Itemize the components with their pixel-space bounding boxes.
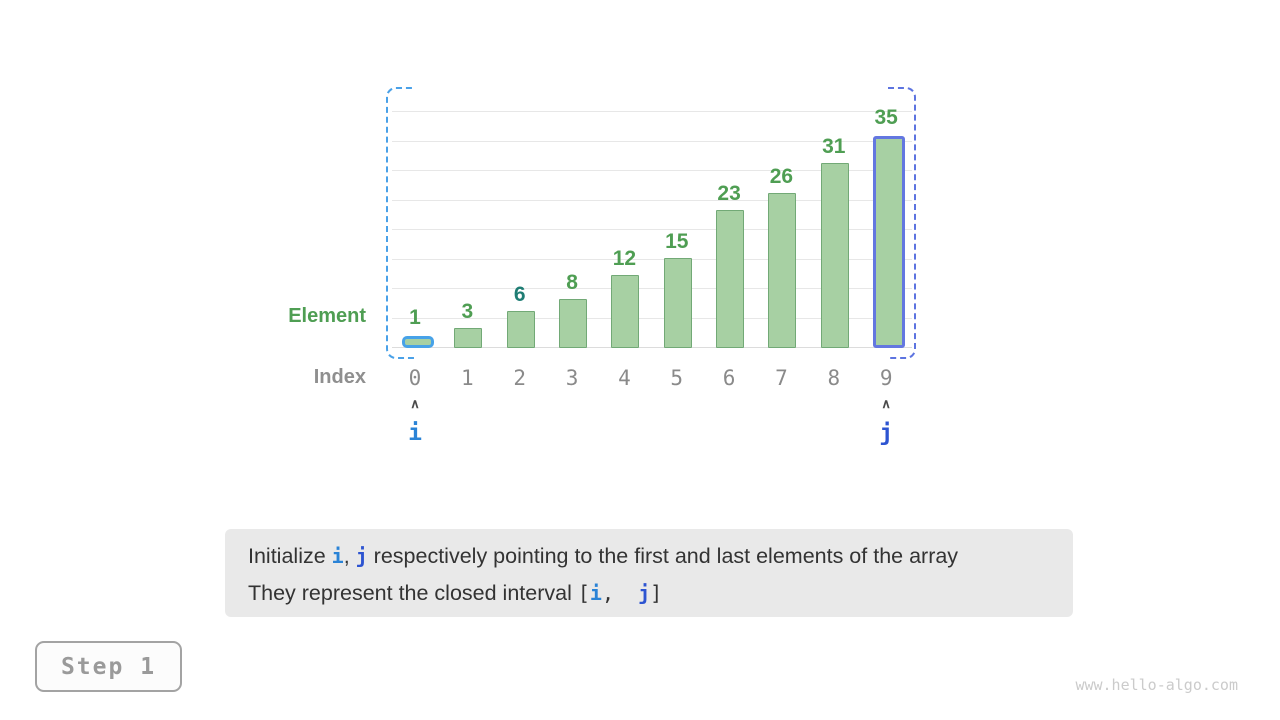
caption-text: respectively pointing to the first and l… [367, 544, 959, 568]
bar-value-label: 3 [461, 300, 474, 324]
caption-text: Initialize [248, 544, 332, 568]
bar-index-6 [716, 210, 745, 348]
index-label-3: 3 [565, 366, 579, 390]
bar-chart: 1 3 6 8 12 15 23 26 31 35 [390, 90, 914, 348]
caption-line-1: Initialize i, j respectively pointing to… [248, 538, 1073, 575]
bar-value-label: 8 [566, 270, 578, 294]
index-label-7: 7 [775, 366, 788, 390]
y-axis-label: Element [288, 305, 366, 327]
bar-value-label: 15 [665, 229, 689, 253]
bar-index-4 [611, 275, 640, 348]
bar-value-label: 6 [513, 282, 526, 306]
watermark: www.hello-algo.com [1075, 676, 1238, 694]
caption-text: They represent the closed interval [248, 581, 578, 605]
gridline [392, 288, 912, 289]
bar-index-1 [454, 328, 483, 348]
gridline [392, 347, 912, 348]
pointer-j-label: j [879, 420, 894, 446]
bar-index-5 [663, 257, 692, 348]
inline-code-i: i [589, 581, 602, 605]
bar-value-label: 12 [612, 247, 637, 271]
caption-line-2: They represent the closed interval [i, j… [248, 575, 1073, 612]
gridline [392, 111, 912, 112]
caption-box: Initialize i, j respectively pointing to… [225, 529, 1073, 617]
index-label-2: 2 [513, 366, 527, 390]
bar-value-label: 1 [409, 306, 421, 330]
step-badge-label: Step 1 [60, 653, 157, 680]
interval-bracket-right [888, 87, 916, 359]
gridline [392, 317, 912, 319]
inline-code-plain: ] [650, 581, 663, 605]
bar-value-label: 31 [822, 135, 846, 159]
gridline [392, 170, 912, 171]
bar-index-3 [559, 298, 588, 348]
inline-code-plain: [ [577, 581, 590, 605]
pointer-i-caret-icon: ∧ [410, 396, 420, 411]
inline-code-j: j [638, 581, 651, 605]
index-label-9: 9 [879, 366, 893, 390]
caption-text: , [343, 544, 356, 568]
gridline [392, 140, 912, 142]
bar-index-8 [820, 163, 849, 348]
gridline [392, 258, 912, 260]
x-axis-label: Index [313, 366, 366, 388]
bar-value-label: 23 [717, 182, 741, 206]
step-badge: Step 1 [35, 641, 182, 692]
gridline [392, 229, 912, 230]
index-label-5: 5 [670, 366, 684, 390]
inline-code-i: i [331, 544, 344, 568]
index-label-4: 4 [618, 366, 631, 390]
bar-value-label: 26 [769, 164, 794, 188]
inline-code-j: j [355, 544, 368, 568]
bar-index-7 [768, 192, 797, 348]
index-label-0: 0 [408, 366, 422, 390]
gridline [392, 199, 912, 201]
bar-index-9 [873, 135, 906, 348]
bar-value-label: 35 [874, 105, 898, 129]
inline-code-plain: , [601, 581, 639, 605]
bar-index-2 [506, 310, 535, 348]
pointer-i-label: i [408, 420, 422, 446]
bar-index-0 [402, 336, 434, 348]
index-label-1: 1 [461, 366, 474, 390]
index-label-6: 6 [722, 366, 736, 390]
pointer-j-caret-icon: ∧ [881, 396, 891, 411]
index-label-8: 8 [827, 366, 841, 390]
interval-bracket-left [386, 87, 414, 359]
